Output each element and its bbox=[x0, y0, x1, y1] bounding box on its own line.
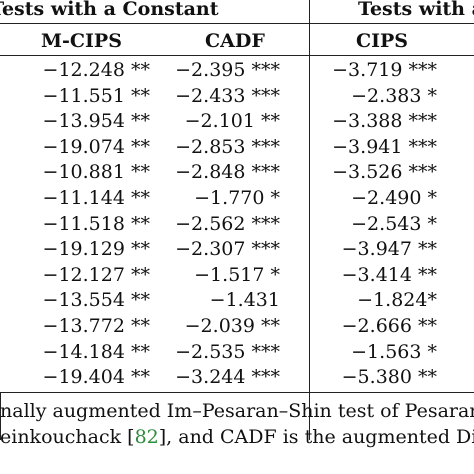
group-header-trend: Tests with a bbox=[358, 0, 474, 20]
cell-mcips: −12.127 ** bbox=[42, 264, 150, 286]
cell-mcips: −11.518 ** bbox=[42, 213, 150, 235]
cell-mcips: −14.184 ** bbox=[42, 341, 150, 363]
footnote-text-2: einkouchack [ bbox=[0, 426, 135, 448]
cell-cips: −3.526 *** bbox=[332, 161, 437, 183]
cell-cadf: −2.101 ** bbox=[184, 110, 280, 132]
footnote-end-2: ], and CADF is the augmented Dick bbox=[158, 426, 474, 448]
cell-cips: −1.563 * bbox=[351, 341, 437, 363]
group-header-rule bbox=[0, 23, 474, 24]
cell-cadf: −2.307 *** bbox=[175, 238, 280, 260]
cell-mcips: −12.248 ** bbox=[42, 59, 150, 81]
cell-mcips: −19.074 ** bbox=[42, 136, 150, 158]
cell-cips: −2.383 * bbox=[351, 85, 437, 107]
cell-cadf: −2.853 *** bbox=[175, 136, 280, 158]
cell-mcips: −11.551 ** bbox=[42, 85, 150, 107]
cell-mcips: −10.881 ** bbox=[42, 161, 150, 183]
cell-cips: −2.490 * bbox=[351, 187, 437, 209]
cell-cadf: −2.848 *** bbox=[175, 161, 280, 183]
column-header-cadf: CADF bbox=[205, 30, 265, 52]
cell-cadf: −2.535 *** bbox=[175, 341, 280, 363]
footnote-line-2: einkouchack [82], and CADF is the augmen… bbox=[0, 428, 474, 447]
left-edge-separator bbox=[0, 392, 1, 440]
reference-link-82[interactable]: 82 bbox=[134, 426, 159, 448]
cell-cips: −2.666 ** bbox=[341, 315, 437, 337]
cell-mcips: −19.404 ** bbox=[42, 366, 150, 388]
cell-mcips: −13.954 ** bbox=[42, 110, 150, 132]
footnote-line-1: nally augmented Im–Pesaran–Shin test of … bbox=[0, 402, 474, 421]
column-header-cips: CIPS bbox=[356, 30, 409, 52]
cell-cips: −3.947 ** bbox=[341, 238, 437, 260]
footnote-text-1: nally augmented Im–Pesaran–Shin test of … bbox=[0, 400, 474, 422]
column-separator bbox=[309, 0, 310, 440]
column-header-mcips: M-CIPS bbox=[41, 30, 122, 52]
cell-cadf: −2.562 *** bbox=[175, 213, 280, 235]
cell-cadf: −2.395 *** bbox=[175, 59, 280, 81]
cell-cips: −3.719 *** bbox=[332, 59, 437, 81]
cell-mcips: −13.772 ** bbox=[42, 315, 150, 337]
cell-cips: −1.824* bbox=[357, 289, 437, 311]
cell-mcips: −11.144 ** bbox=[42, 187, 150, 209]
cell-cips: −3.941 *** bbox=[332, 136, 437, 158]
cell-cips: −3.388 *** bbox=[332, 110, 437, 132]
group-header-constant: Tests with a Constant bbox=[0, 0, 219, 20]
cell-cadf: −1.770 * bbox=[194, 187, 280, 209]
cell-cadf: −1.517 * bbox=[194, 264, 280, 286]
cell-cips: −2.543 * bbox=[351, 213, 437, 235]
cell-cadf: −2.039 ** bbox=[184, 315, 280, 337]
cell-mcips: −19.129 ** bbox=[42, 238, 150, 260]
cell-cadf: −2.433 *** bbox=[175, 85, 280, 107]
table-bottom-rule bbox=[0, 392, 474, 393]
cell-cips: −5.380 ** bbox=[341, 366, 437, 388]
column-header-rule bbox=[0, 55, 474, 56]
cell-cadf: −3.244 *** bbox=[175, 366, 280, 388]
cell-mcips: −13.554 ** bbox=[42, 289, 150, 311]
cell-cadf: −1.431 bbox=[209, 289, 280, 311]
cell-cips: −3.414 ** bbox=[341, 264, 437, 286]
